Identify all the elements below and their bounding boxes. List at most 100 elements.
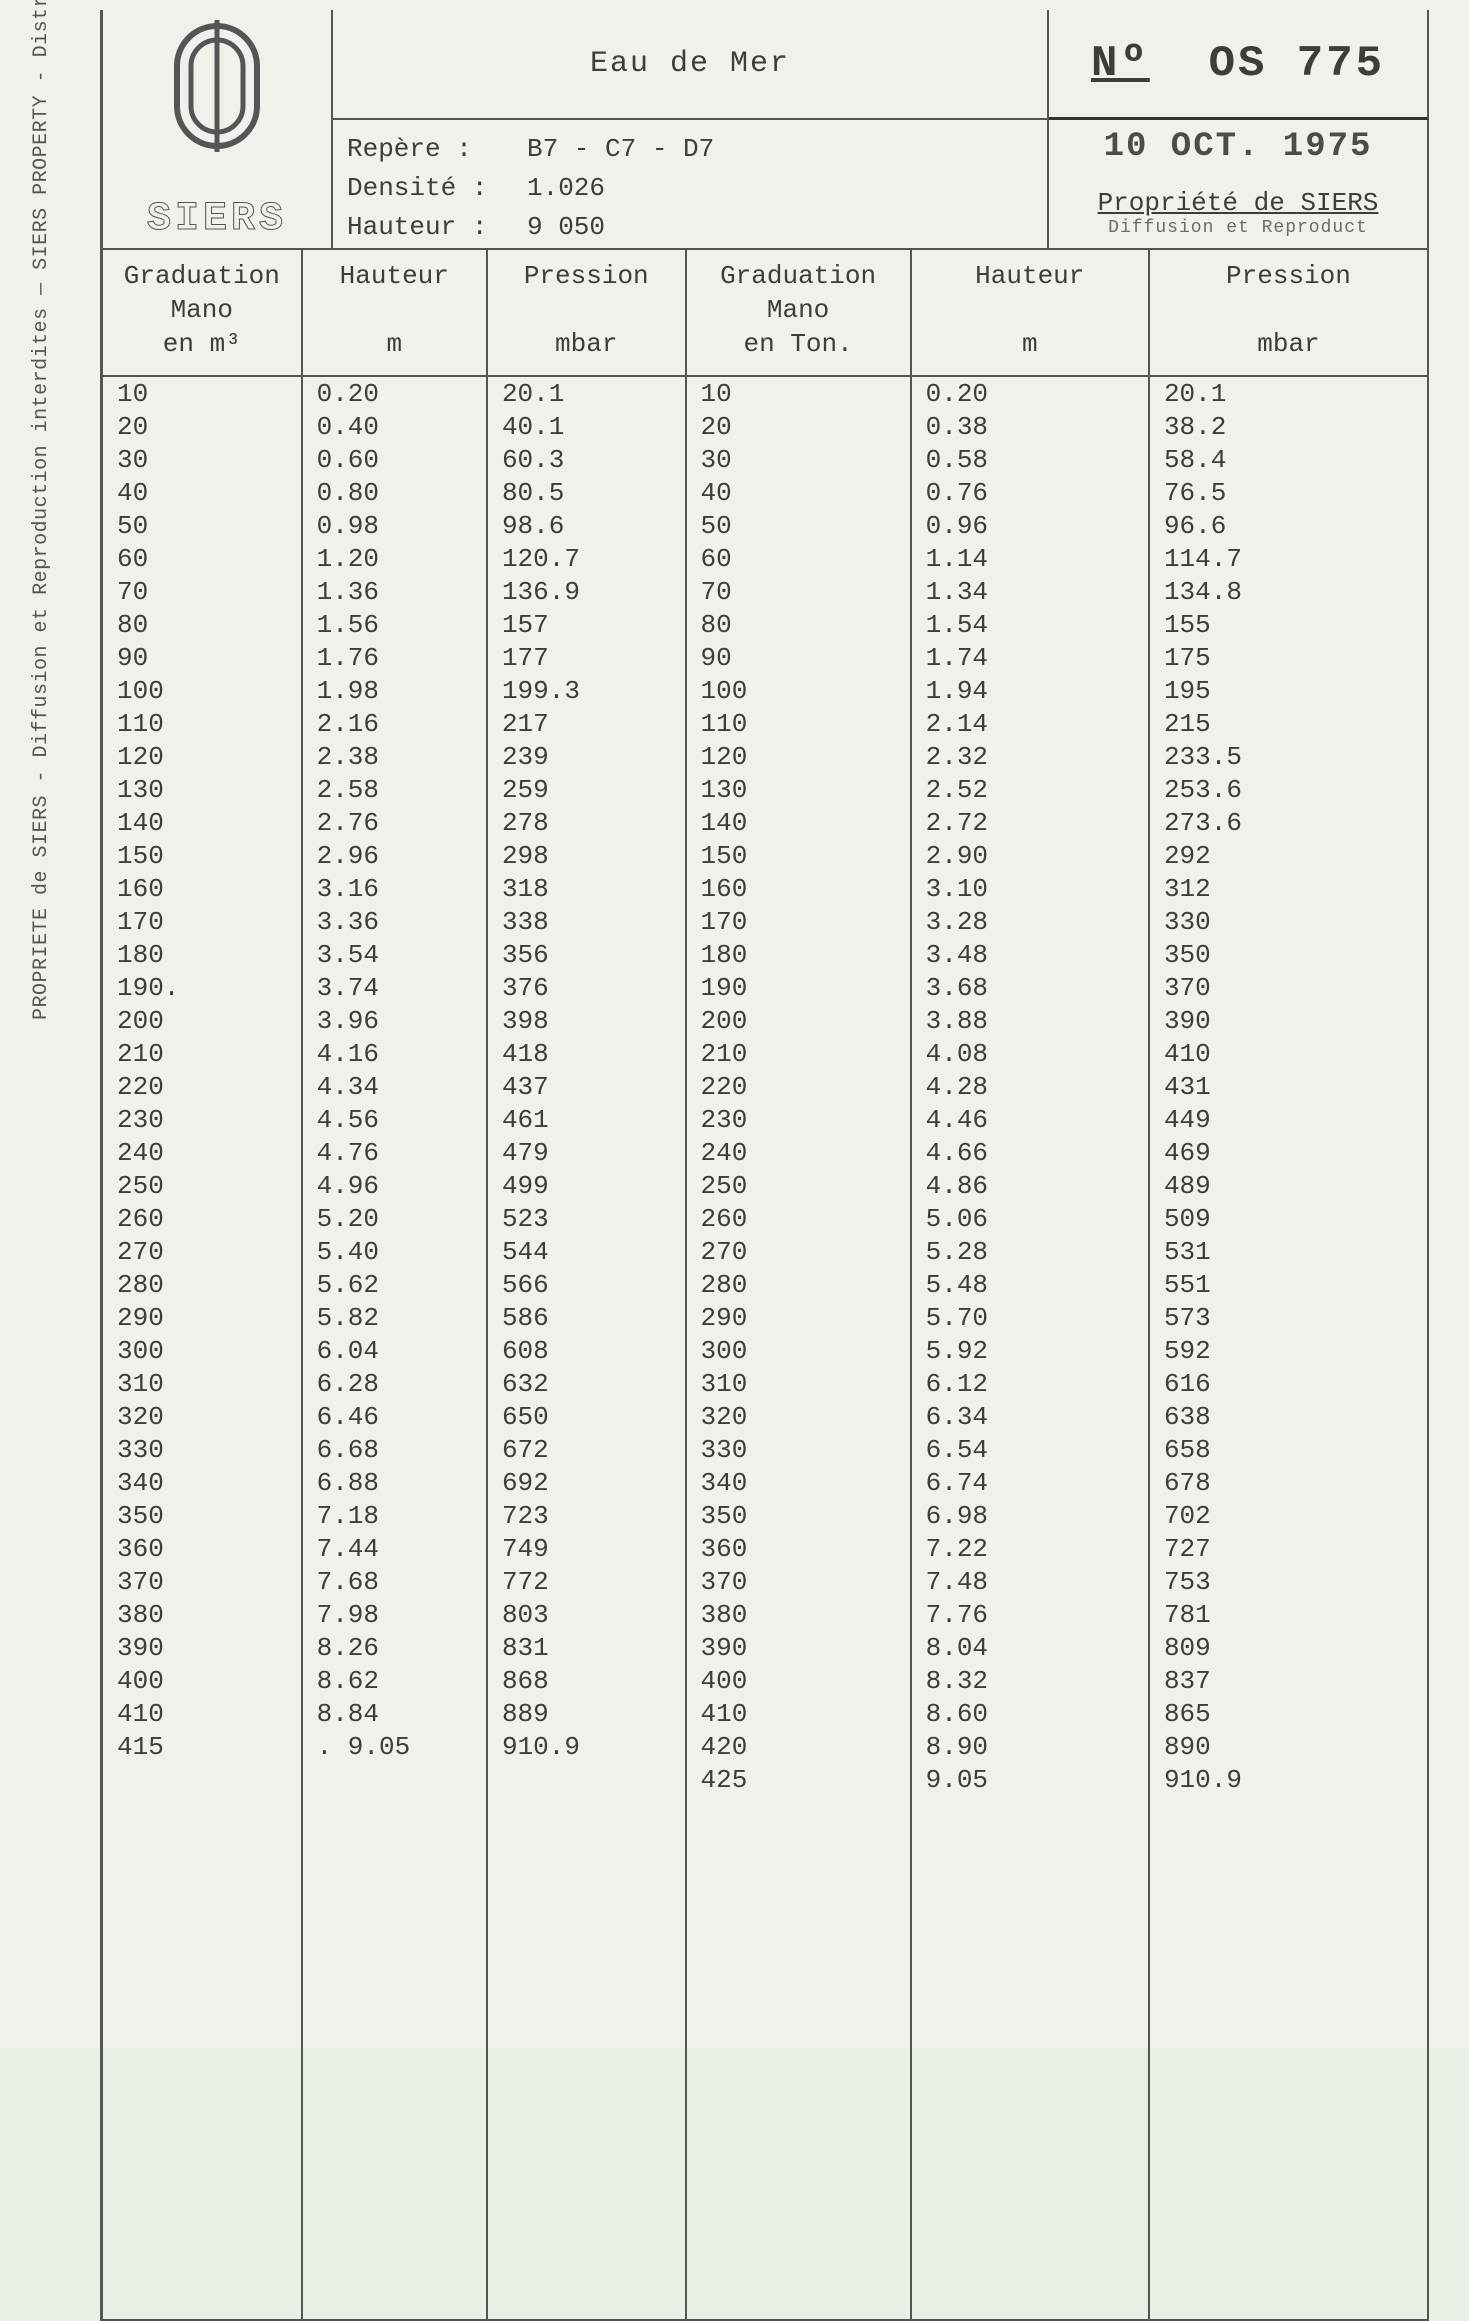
table-cell: 3.16 <box>302 872 487 905</box>
table-cell: 753 <box>1149 1565 1427 1598</box>
stamp-date: 10 OCT. 1975 <box>1063 128 1413 166</box>
table-row: 2705.405442705.28531 <box>103 1235 1427 1268</box>
table-cell: 290 <box>103 1301 302 1334</box>
data-table: GraduationManoen m³HauteurmPressionmbarG… <box>103 250 1427 2319</box>
table-row: 1603.163181603.10312 <box>103 872 1427 905</box>
table-cell: 260 <box>103 1202 302 1235</box>
table-cell: 60 <box>103 542 302 575</box>
table-row: 1202.382391202.32233.5 <box>103 740 1427 773</box>
stamp-cell: 10 OCT. 1975 Propriété de SIERS Diffusio… <box>1049 120 1429 250</box>
table-cell: 6.28 <box>302 1367 487 1400</box>
table-cell: 7.48 <box>911 1565 1149 1598</box>
table-cell: 338 <box>487 905 686 938</box>
table-cell: 5.20 <box>302 1202 487 1235</box>
table-cell: 7.98 <box>302 1598 487 1631</box>
table-cell: 2.72 <box>911 806 1149 839</box>
table-cell: 312 <box>1149 872 1427 905</box>
docno-label: Nº <box>1091 39 1150 89</box>
table-cell: 544 <box>487 1235 686 1268</box>
table-row: 2504.964992504.86489 <box>103 1169 1427 1202</box>
table-row: 3507.187233506.98702 <box>103 1499 1427 1532</box>
table-cell: 400 <box>686 1664 911 1697</box>
table-cell: 155 <box>1149 608 1427 641</box>
table-cell: 616 <box>1149 1367 1427 1400</box>
table-row: 3406.886923406.74678 <box>103 1466 1427 1499</box>
table-cell: 551 <box>1149 1268 1427 1301</box>
table-cell: 376 <box>487 971 686 1004</box>
table-cell: 723 <box>487 1499 686 1532</box>
table-cell: 136.9 <box>487 575 686 608</box>
table-cell: 6.88 <box>302 1466 487 1499</box>
table-cell: 702 <box>1149 1499 1427 1532</box>
table-cell: 250 <box>103 1169 302 1202</box>
table-cell: 0.98 <box>302 509 487 542</box>
logo-text: SIERS <box>147 197 287 242</box>
table-row: 1001.98199.31001.94195 <box>103 674 1427 707</box>
table-cell: 114.7 <box>1149 542 1427 575</box>
table-cell: 910.9 <box>1149 1763 1427 1796</box>
table-cell: 5.82 <box>302 1301 487 1334</box>
table-row: 4008.628684008.32837 <box>103 1664 1427 1697</box>
table-cell: 1.34 <box>911 575 1149 608</box>
column-header: GraduationManoen m³ <box>103 250 302 376</box>
table-cell: 292 <box>1149 839 1427 872</box>
table-cell: 380 <box>686 1598 911 1631</box>
table-row: 3106.286323106.12616 <box>103 1367 1427 1400</box>
table-cell: 0.96 <box>911 509 1149 542</box>
table-cell: 5.92 <box>911 1334 1149 1367</box>
table-cell: 3.88 <box>911 1004 1149 1037</box>
table-cell: 509 <box>1149 1202 1427 1235</box>
table-cell: 80 <box>686 608 911 641</box>
table-cell: 130 <box>686 773 911 806</box>
table-cell: 5.06 <box>911 1202 1149 1235</box>
table-cell: 6.98 <box>911 1499 1149 1532</box>
table-row: 3908.268313908.04809 <box>103 1631 1427 1664</box>
table-cell <box>686 1796 911 2319</box>
table-cell: 890 <box>1149 1730 1427 1763</box>
table-cell: 5.28 <box>911 1235 1149 1268</box>
table-cell: 0.58 <box>911 443 1149 476</box>
table-row: 1402.762781402.72273.6 <box>103 806 1427 839</box>
stamp-subtext: Diffusion et Reproduct <box>1063 218 1413 238</box>
table-row: 701.36136.9701.34134.8 <box>103 575 1427 608</box>
table-cell: 170 <box>103 905 302 938</box>
side-copyright: PROPRIETE de SIERS - Diffusion et Reprod… <box>30 0 53 1020</box>
table-row: 4259.05910.9 <box>103 1763 1427 1796</box>
table-cell <box>911 1796 1149 2319</box>
table-cell: 638 <box>1149 1400 1427 1433</box>
table-cell: 3.54 <box>302 938 487 971</box>
table-cell: 50 <box>103 509 302 542</box>
table-row: 3206.466503206.34638 <box>103 1400 1427 1433</box>
table-cell: 90 <box>686 641 911 674</box>
table-cell: 340 <box>103 1466 302 1499</box>
table-cell: 210 <box>103 1037 302 1070</box>
table-cell: 420 <box>686 1730 911 1763</box>
table-cell: 300 <box>103 1334 302 1367</box>
table-row: 1102.162171102.14215 <box>103 707 1427 740</box>
table-row: 2204.344372204.28431 <box>103 1070 1427 1103</box>
table-cell: 170 <box>686 905 911 938</box>
table-cell: 4.66 <box>911 1136 1149 1169</box>
table-cell: 175 <box>1149 641 1427 674</box>
table-cell: 7.18 <box>302 1499 487 1532</box>
meta-cell: Repère : B7 - C7 - D7 Densité : 1.026 Ha… <box>333 120 1049 250</box>
table-row: 3807.988033807.76781 <box>103 1598 1427 1631</box>
table-cell: 120 <box>686 740 911 773</box>
table-cell: 217 <box>487 707 686 740</box>
table-row: 4108.848894108.60865 <box>103 1697 1427 1730</box>
table-cell: 0.76 <box>911 476 1149 509</box>
table-cell: 3.10 <box>911 872 1149 905</box>
table-cell: 4.28 <box>911 1070 1149 1103</box>
table-cell: 150 <box>686 839 911 872</box>
table-cell: 80 <box>103 608 302 641</box>
table-row: 1703.363381703.28330 <box>103 905 1427 938</box>
table-cell: 40 <box>103 476 302 509</box>
table-cell: 1.98 <box>302 674 487 707</box>
table-cell: 220 <box>686 1070 911 1103</box>
column-header: GraduationManoen Ton. <box>686 250 911 376</box>
table-cell: 190 <box>686 971 911 1004</box>
table-cell: 3.68 <box>911 971 1149 1004</box>
title-cell: Eau de Mer <box>333 10 1049 120</box>
table-cell: 803 <box>487 1598 686 1631</box>
table-cell: 150 <box>103 839 302 872</box>
